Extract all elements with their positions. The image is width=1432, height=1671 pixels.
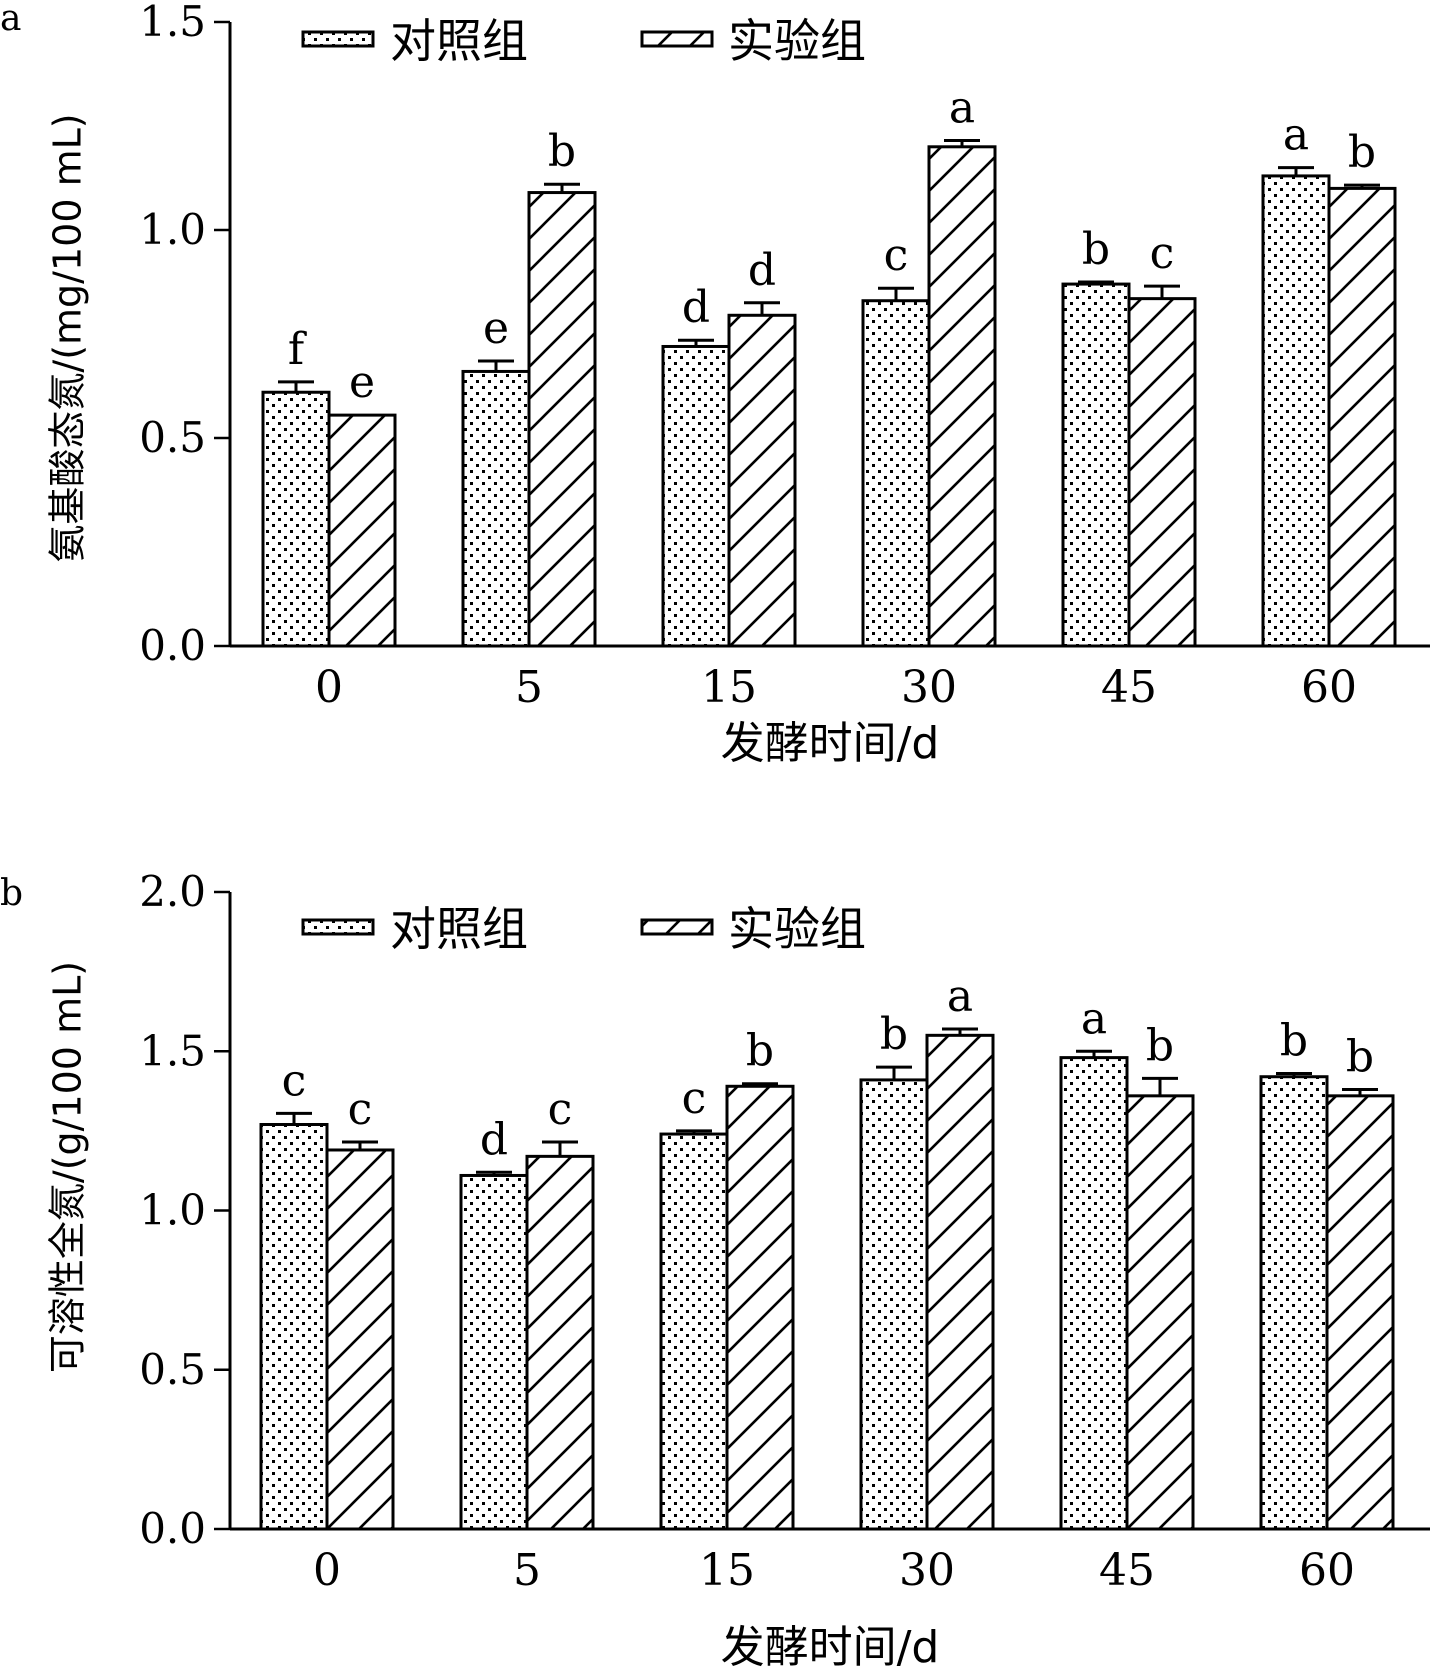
x-tick-label: 60 bbox=[1299, 1545, 1355, 1596]
y-tick-label: 1.0 bbox=[139, 205, 206, 254]
panel-b-label: b bbox=[0, 873, 23, 914]
y-tick-label: 0.5 bbox=[139, 1345, 206, 1394]
x-tick-label: 15 bbox=[701, 662, 757, 713]
panel-b-legend: 对照组 实验组 bbox=[301, 902, 866, 956]
significance-letter: a bbox=[947, 971, 973, 1022]
bar-experiment bbox=[527, 191, 597, 648]
significance-letter: b bbox=[1280, 1016, 1308, 1067]
bar-control bbox=[459, 1173, 529, 1531]
panel-b-axes bbox=[228, 892, 1430, 1531]
significance-letter: c bbox=[884, 230, 909, 281]
significance-letter: b bbox=[746, 1026, 774, 1077]
panel-a-yticks: 0.0 0.5 1.0 1.5 bbox=[139, 0, 230, 670]
bar-control bbox=[1059, 1056, 1129, 1531]
x-tick-label: 5 bbox=[515, 662, 543, 713]
bar-control bbox=[461, 369, 531, 648]
significance-letter: a bbox=[1283, 110, 1309, 161]
bar-control bbox=[259, 1123, 329, 1531]
significance-letter: a bbox=[1081, 993, 1107, 1044]
x-tick-label: 0 bbox=[313, 1545, 341, 1596]
significance-letter: d bbox=[748, 245, 776, 296]
panel-b-ylabel: 可溶性全氮/(g/100 mL) bbox=[46, 961, 90, 1373]
bar-experiment bbox=[727, 313, 797, 648]
panel-b-xticks: 0 5 15 30 45 60 bbox=[313, 1545, 1355, 1596]
legend-swatch-control bbox=[301, 918, 375, 936]
bar-experiment bbox=[925, 1033, 995, 1531]
bar-control bbox=[661, 344, 731, 648]
significance-letter: d bbox=[480, 1114, 508, 1165]
x-tick-label: 5 bbox=[513, 1545, 541, 1596]
significance-letter: c bbox=[1150, 228, 1175, 279]
bar-experiment bbox=[1325, 1094, 1395, 1531]
bar-experiment bbox=[327, 413, 397, 648]
bar-control bbox=[1061, 282, 1131, 648]
panel-a-xlabel: 发酵时间/d bbox=[721, 718, 940, 769]
y-tick-label: 2.0 bbox=[139, 867, 206, 916]
y-tick-label: 1.5 bbox=[139, 1026, 206, 1075]
x-tick-label: 45 bbox=[1101, 662, 1157, 713]
x-tick-label: 30 bbox=[899, 1545, 955, 1596]
significance-letter: b bbox=[1348, 127, 1376, 178]
significance-letter: e bbox=[349, 357, 375, 408]
panel-a-xticks: 0 5 15 30 45 60 bbox=[315, 662, 1357, 713]
bar-control bbox=[859, 1078, 929, 1531]
y-tick-label: 1.5 bbox=[139, 0, 206, 46]
bar-control bbox=[261, 390, 331, 648]
panel-b-yticks: 0.0 0.5 1.0 1.5 2.0 bbox=[139, 867, 230, 1553]
x-tick-label: 0 bbox=[315, 662, 343, 713]
panel-b-xlabel: 发酵时间/d bbox=[721, 1622, 940, 1671]
y-tick-label: 0.0 bbox=[139, 621, 206, 670]
significance-letter: c bbox=[548, 1084, 573, 1135]
bar-control bbox=[1261, 174, 1331, 648]
panel-a-yaxis-title: 氨基酸态氮/(mg/100 mL) bbox=[46, 113, 90, 562]
panel-a-label: a bbox=[0, 0, 21, 39]
bar-experiment bbox=[1127, 297, 1197, 648]
panel-a-axes bbox=[228, 22, 1430, 648]
significance-letter: b bbox=[1346, 1031, 1374, 1082]
bar-experiment bbox=[325, 1148, 395, 1531]
legend-swatch-control bbox=[301, 30, 375, 48]
y-tick-label: 0.5 bbox=[139, 413, 206, 462]
legend-swatch-experiment bbox=[640, 918, 714, 936]
panel-a-legend: 对照组 实验组 bbox=[301, 14, 866, 68]
x-tick-label: 15 bbox=[699, 1545, 755, 1596]
significance-letter: c bbox=[282, 1055, 307, 1106]
legend-label-control: 对照组 bbox=[390, 902, 528, 956]
bar-experiment bbox=[725, 1084, 795, 1531]
bar-experiment bbox=[1125, 1094, 1195, 1531]
bar-control bbox=[659, 1132, 729, 1531]
bar-experiment bbox=[1327, 186, 1397, 648]
y-tick-label: 0.0 bbox=[139, 1504, 206, 1553]
bar-experiment bbox=[525, 1154, 595, 1531]
significance-letter: c bbox=[682, 1073, 707, 1124]
significance-letter: c bbox=[348, 1084, 373, 1135]
significance-letter: b bbox=[1146, 1020, 1174, 1071]
legend-label-experiment: 实验组 bbox=[728, 902, 866, 956]
legend-label-control: 对照组 bbox=[390, 14, 528, 68]
significance-letter: b bbox=[548, 126, 576, 177]
significance-letter: b bbox=[880, 1009, 908, 1060]
x-tick-label: 60 bbox=[1301, 662, 1357, 713]
legend-label-experiment: 实验组 bbox=[728, 14, 866, 68]
legend-swatch-experiment bbox=[640, 30, 714, 48]
significance-letter: f bbox=[288, 324, 307, 375]
significance-letter: b bbox=[1082, 224, 1110, 275]
significance-letter: a bbox=[949, 83, 975, 134]
panel-b-yaxis-title: 可溶性全氮/(g/100 mL) bbox=[46, 961, 90, 1373]
bar-experiment bbox=[927, 145, 997, 648]
y-tick-label: 1.0 bbox=[139, 1186, 206, 1235]
x-tick-label: 30 bbox=[901, 662, 957, 713]
bar-control bbox=[1259, 1075, 1329, 1531]
significance-letter: e bbox=[483, 303, 509, 354]
significance-letter: d bbox=[682, 282, 710, 333]
x-tick-label: 45 bbox=[1099, 1545, 1155, 1596]
panel-a-ylabel: 氨基酸态氮/(mg/100 mL) bbox=[46, 113, 90, 562]
bar-control bbox=[861, 299, 931, 648]
